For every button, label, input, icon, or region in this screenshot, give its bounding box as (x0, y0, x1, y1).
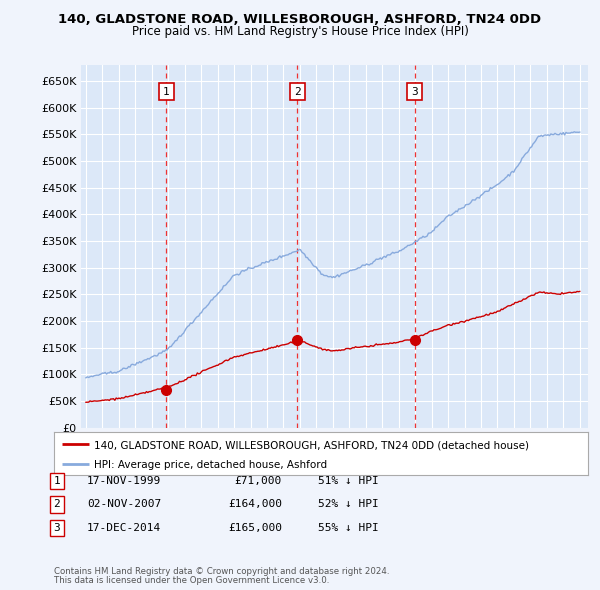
Text: 1: 1 (163, 87, 170, 97)
Text: Contains HM Land Registry data © Crown copyright and database right 2024.: Contains HM Land Registry data © Crown c… (54, 567, 389, 576)
Text: £164,000: £164,000 (228, 500, 282, 509)
Text: 51% ↓ HPI: 51% ↓ HPI (318, 476, 379, 486)
Text: 2: 2 (53, 500, 61, 509)
Text: HPI: Average price, detached house, Ashford: HPI: Average price, detached house, Ashf… (94, 460, 327, 470)
Text: 17-NOV-1999: 17-NOV-1999 (87, 476, 161, 486)
Text: 55% ↓ HPI: 55% ↓ HPI (318, 523, 379, 533)
Text: £71,000: £71,000 (235, 476, 282, 486)
Text: This data is licensed under the Open Government Licence v3.0.: This data is licensed under the Open Gov… (54, 576, 329, 585)
Text: Price paid vs. HM Land Registry's House Price Index (HPI): Price paid vs. HM Land Registry's House … (131, 25, 469, 38)
Text: 1: 1 (53, 476, 61, 486)
Text: 2: 2 (294, 87, 301, 97)
Text: 02-NOV-2007: 02-NOV-2007 (87, 500, 161, 509)
Text: 52% ↓ HPI: 52% ↓ HPI (318, 500, 379, 509)
Text: 3: 3 (411, 87, 418, 97)
Text: £165,000: £165,000 (228, 523, 282, 533)
Text: 140, GLADSTONE ROAD, WILLESBOROUGH, ASHFORD, TN24 0DD: 140, GLADSTONE ROAD, WILLESBOROUGH, ASHF… (58, 13, 542, 26)
Text: 3: 3 (53, 523, 61, 533)
Text: 140, GLADSTONE ROAD, WILLESBOROUGH, ASHFORD, TN24 0DD (detached house): 140, GLADSTONE ROAD, WILLESBOROUGH, ASHF… (94, 440, 529, 450)
Text: 17-DEC-2014: 17-DEC-2014 (87, 523, 161, 533)
